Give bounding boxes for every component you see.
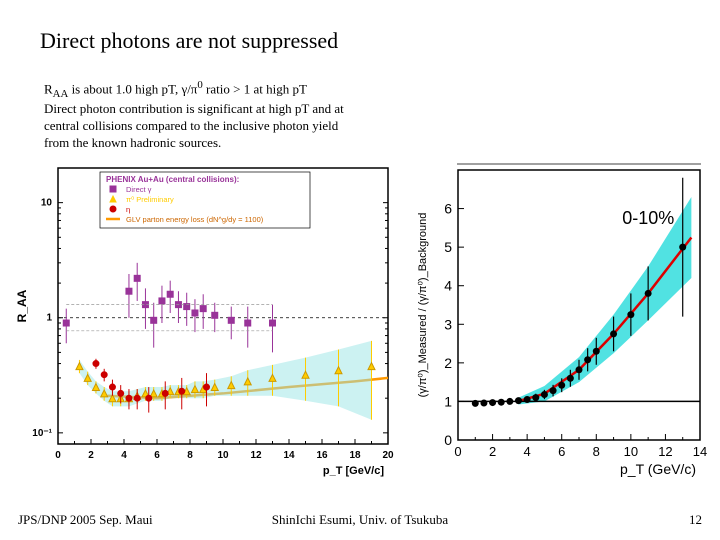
footer-left: JPS/DNP 2005 Sep. Maui bbox=[18, 512, 153, 528]
svg-text:Direct γ: Direct γ bbox=[126, 185, 152, 194]
svg-text:16: 16 bbox=[316, 450, 328, 461]
svg-text:10: 10 bbox=[41, 198, 53, 209]
svg-text:8: 8 bbox=[593, 444, 600, 459]
svg-text:12: 12 bbox=[658, 444, 672, 459]
svg-text:0: 0 bbox=[454, 444, 461, 459]
svg-text:2: 2 bbox=[88, 450, 94, 461]
svg-text:GLV parton energy loss (dN^g/d: GLV parton energy loss (dN^g/dy = 1100) bbox=[126, 215, 264, 224]
svg-text:6: 6 bbox=[154, 450, 160, 461]
svg-text:1: 1 bbox=[46, 313, 52, 324]
svg-text:8: 8 bbox=[187, 450, 193, 461]
photon-ratio-chart: 0246810121401234560-10%p_T (GeV/c)(γ/π⁰)… bbox=[410, 130, 710, 480]
svg-text:6: 6 bbox=[444, 201, 452, 217]
svg-text:R_AA: R_AA bbox=[15, 289, 29, 322]
svg-text:4: 4 bbox=[524, 444, 531, 459]
svg-text:η: η bbox=[126, 205, 130, 214]
slide-subtitle: RAA is about 1.0 high pT, γ/π0 ratio > 1… bbox=[44, 78, 344, 152]
svg-text:0: 0 bbox=[444, 432, 452, 448]
svg-text:0: 0 bbox=[55, 450, 61, 461]
svg-text:5: 5 bbox=[444, 239, 452, 255]
svg-text:PHENIX Au+Au (central collisio: PHENIX Au+Au (central collisions): bbox=[106, 175, 239, 184]
svg-text:1: 1 bbox=[444, 393, 452, 409]
slide-title: Direct photons are not suppressed bbox=[40, 28, 338, 54]
svg-text:0-10%: 0-10% bbox=[622, 208, 674, 228]
svg-text:2: 2 bbox=[489, 444, 496, 459]
svg-text:18: 18 bbox=[349, 450, 361, 461]
svg-text:π⁰ Preliminary: π⁰ Preliminary bbox=[126, 195, 174, 204]
svg-text:20: 20 bbox=[382, 450, 394, 461]
footer-center: ShinIchi Esumi, Univ. of Tsukuba bbox=[272, 512, 448, 528]
svg-text:(γ/π⁰)_Measured / (γ/π⁰)_Backg: (γ/π⁰)_Measured / (γ/π⁰)_Background bbox=[417, 213, 429, 398]
svg-text:10⁻¹: 10⁻¹ bbox=[32, 428, 52, 439]
footer-right: 12 bbox=[689, 512, 702, 528]
svg-text:14: 14 bbox=[693, 444, 707, 459]
svg-text:10: 10 bbox=[624, 444, 638, 459]
svg-text:6: 6 bbox=[558, 444, 565, 459]
svg-text:4: 4 bbox=[121, 450, 127, 461]
raa-chart: 0 2 4 6 8 10 12 14 16 18 20 10⁻¹ 1 10 p_T [GeV/c] R_AA P… bbox=[10, 160, 400, 480]
svg-text:10: 10 bbox=[217, 450, 229, 461]
svg-text:2: 2 bbox=[444, 355, 452, 371]
svg-text:14: 14 bbox=[283, 450, 295, 461]
svg-text:3: 3 bbox=[444, 316, 452, 332]
svg-text:4: 4 bbox=[444, 278, 452, 294]
svg-text:12: 12 bbox=[250, 450, 262, 461]
svg-text:p_T [GeV/c]: p_T [GeV/c] bbox=[323, 465, 384, 477]
svg-text:p_T (GeV/c): p_T (GeV/c) bbox=[620, 461, 696, 477]
